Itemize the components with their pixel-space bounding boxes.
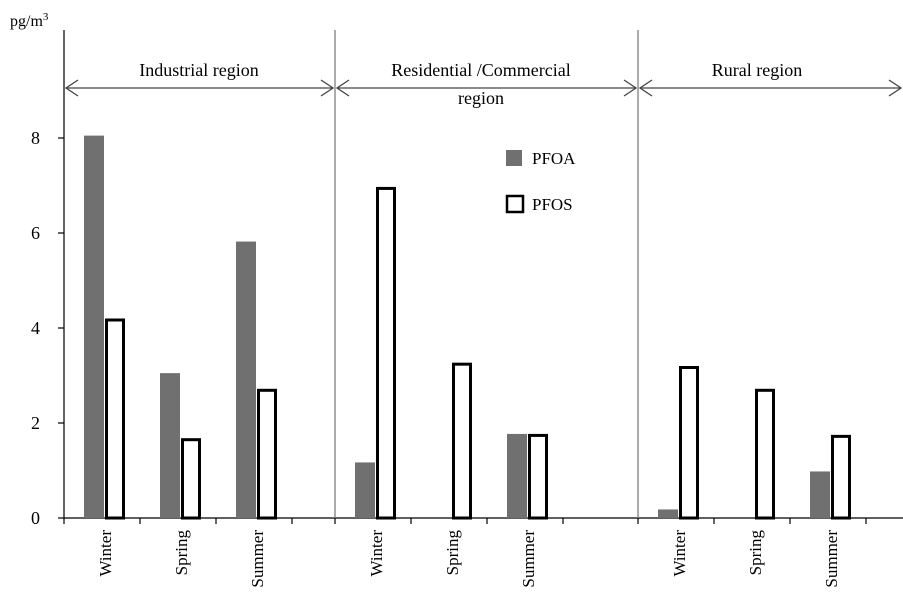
region-arrow-head-right bbox=[888, 79, 903, 97]
bars bbox=[84, 135, 851, 520]
region-label: Industrial region bbox=[139, 60, 258, 80]
bar-pfoa bbox=[507, 433, 527, 518]
bar-pfoa bbox=[658, 509, 678, 518]
legend-label-pfos: PFOS bbox=[532, 195, 573, 214]
x-category-label: Winter bbox=[670, 530, 689, 577]
y-tick-label: 6 bbox=[31, 223, 40, 243]
region-label: Residential /Commercial bbox=[391, 60, 570, 80]
y-unit-label: pg/m3 bbox=[10, 11, 49, 30]
y-axis-ticks: 0 2 4 6 8 bbox=[31, 128, 64, 528]
x-category-label: Winter bbox=[367, 530, 386, 577]
x-category-label: Spring bbox=[746, 530, 765, 576]
bar-pfos bbox=[528, 433, 548, 520]
y-unit-base: pg/m bbox=[10, 13, 43, 30]
legend-label-pfoa: PFOA bbox=[532, 149, 576, 168]
region-arrow-head-right bbox=[623, 79, 638, 97]
bar-pfoa bbox=[355, 462, 375, 518]
x-category-label: Summer bbox=[822, 530, 841, 588]
region-arrow-head-left bbox=[64, 79, 79, 97]
x-category-label: Winter bbox=[96, 530, 115, 577]
region-annotations: Industrial region Residential /Commercial… bbox=[64, 60, 903, 108]
region-arrow-head-right bbox=[320, 79, 335, 97]
x-axis-ticks bbox=[63, 518, 867, 524]
y-tick-label: 4 bbox=[31, 318, 40, 338]
bar-pfos bbox=[679, 366, 699, 520]
y-tick-label: 8 bbox=[31, 128, 40, 148]
bar-pfoa bbox=[810, 471, 830, 518]
legend-swatch-pfoa bbox=[506, 150, 522, 166]
bar-pfoa bbox=[236, 241, 256, 519]
region-arrow-head-left bbox=[638, 79, 653, 97]
bar-pfos bbox=[755, 388, 775, 520]
bar-pfoa bbox=[160, 373, 180, 518]
x-category-label: Spring bbox=[443, 530, 462, 576]
bar-pfos bbox=[376, 186, 396, 520]
bar-pfos bbox=[105, 318, 125, 520]
y-tick-label: 2 bbox=[31, 413, 40, 433]
bar-pfos bbox=[257, 388, 277, 520]
region-label: Rural region bbox=[712, 60, 802, 80]
x-category-label: Summer bbox=[519, 530, 538, 588]
region-dividers bbox=[334, 30, 639, 518]
bar-pfos bbox=[831, 434, 851, 520]
y-tick-label: 0 bbox=[31, 508, 40, 528]
bar-pfoa bbox=[84, 135, 104, 518]
y-unit-exponent: 3 bbox=[43, 11, 49, 23]
x-category-label: Summer bbox=[248, 530, 267, 588]
x-category-label: Spring bbox=[172, 530, 191, 576]
bar-pfos bbox=[181, 438, 201, 520]
region-arrow-head-left bbox=[335, 79, 350, 97]
region-label: region bbox=[458, 88, 504, 108]
x-category-labels: Winter Spring Summer Winter Spring Summer Wint… bbox=[96, 530, 841, 588]
bar-pfos bbox=[452, 362, 472, 520]
legend: PFOA PFOS bbox=[505, 149, 576, 214]
legend-swatch-pfos bbox=[505, 194, 525, 214]
